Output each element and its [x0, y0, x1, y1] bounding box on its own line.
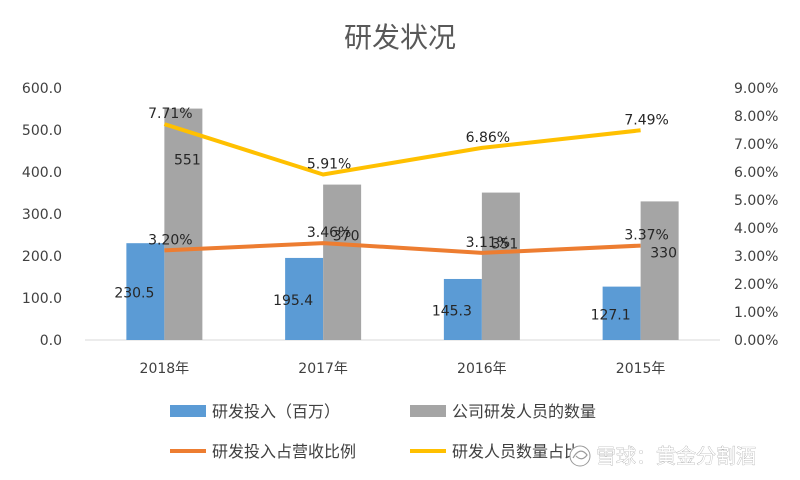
x-tick-label: 2015年 — [616, 361, 666, 377]
bar-data-label: 551 — [174, 153, 201, 169]
y-left-tick-label: 600.0 — [22, 81, 62, 97]
line-rd-staff-ratio — [163, 122, 641, 177]
line-data-label: 3.46% — [307, 225, 351, 241]
y-right-tick-label: 0.00% — [734, 333, 778, 349]
y-right-tick-label: 8.00% — [734, 109, 778, 125]
x-tick-label: 2018年 — [140, 361, 190, 377]
y-right-tick-label: 2.00% — [734, 277, 778, 293]
bar-rd-investment — [285, 257, 324, 340]
line-data-label: 5.91% — [307, 157, 351, 173]
bar-data-label: 230.5 — [114, 286, 154, 302]
bar-data-label: 195.4 — [273, 293, 313, 309]
legend-label: 研发投入占营收比例 — [212, 442, 356, 461]
y-right-tick-label: 5.00% — [734, 193, 778, 209]
y-right-tick-label: 7.00% — [734, 137, 778, 153]
line-data-label: 3.37% — [624, 228, 668, 244]
line-data-label: 3.20% — [148, 232, 192, 248]
y-left-axis: 0.0 100.0 200.0 300.0 400.0 500.0 600.0 — [22, 81, 62, 349]
line-data-label: 3.11% — [466, 235, 510, 251]
watermark-text: 雪球：黄金分割酒 — [596, 444, 756, 468]
y-left-tick-label: 0.0 — [40, 333, 62, 349]
x-tick-label: 2017年 — [298, 361, 348, 377]
line-rd-revenue-ratio — [164, 241, 641, 255]
y-right-tick-label: 1.00% — [734, 305, 778, 321]
watermark: 雪球：黄金分割酒 — [569, 444, 756, 468]
bar-rd-staff — [481, 192, 520, 340]
line-data-label: 6.86% — [466, 130, 510, 146]
y-right-tick-label: 9.00% — [734, 81, 778, 97]
snowball-logo-swirl — [572, 450, 588, 460]
line-data-label: 7.49% — [624, 112, 668, 128]
lines — [163, 122, 641, 255]
y-left-tick-label: 200.0 — [22, 249, 62, 265]
bar-rd-staff — [323, 184, 362, 340]
snowball-logo-icon — [569, 445, 591, 467]
bar-data-label: 370 — [333, 229, 360, 245]
y-left-tick-label: 100.0 — [22, 291, 62, 307]
bar-rd-investment — [443, 278, 482, 340]
bar-data-label: 351 — [492, 237, 519, 253]
legend-label: 研发投入（百万） — [212, 402, 340, 421]
y-left-tick-label: 500.0 — [22, 123, 62, 139]
y-right-tick-label: 3.00% — [734, 249, 778, 265]
data-labels: 230.5 195.4 145.3 127.1 551 370 351 330 3.20% 3.4… — [114, 106, 677, 323]
bar-rd-investment — [126, 243, 165, 340]
legend-label: 公司研发人员的数量 — [452, 402, 596, 421]
line-data-label: 7.71% — [148, 106, 192, 122]
y-right-axis: 0.00% 1.00% 2.00% 3.00% 4.00% 5.00% 6.00% 7.00%… — [734, 81, 778, 349]
x-tick-label: 2016年 — [457, 361, 507, 377]
bar-data-label: 330 — [650, 245, 677, 261]
x-axis: 2018年 2017年 2016年 2015年 — [140, 361, 666, 377]
y-right-tick-label: 6.00% — [734, 165, 778, 181]
legend-label: 研发人员数量占比 — [452, 442, 580, 461]
chart-title: 研发状况 — [344, 21, 456, 54]
y-left-tick-label: 400.0 — [22, 165, 62, 181]
bar-data-label: 127.1 — [591, 307, 631, 323]
bar-data-label: 145.3 — [432, 303, 472, 319]
bar-rd-investment — [602, 286, 641, 340]
bars — [126, 108, 679, 340]
bar-rd-staff — [640, 201, 679, 340]
bar-rd-staff — [164, 108, 203, 340]
legend-swatch — [410, 405, 446, 417]
y-right-tick-label: 4.00% — [734, 221, 778, 237]
y-left-tick-label: 300.0 — [22, 207, 62, 223]
legend-swatch — [170, 405, 206, 417]
